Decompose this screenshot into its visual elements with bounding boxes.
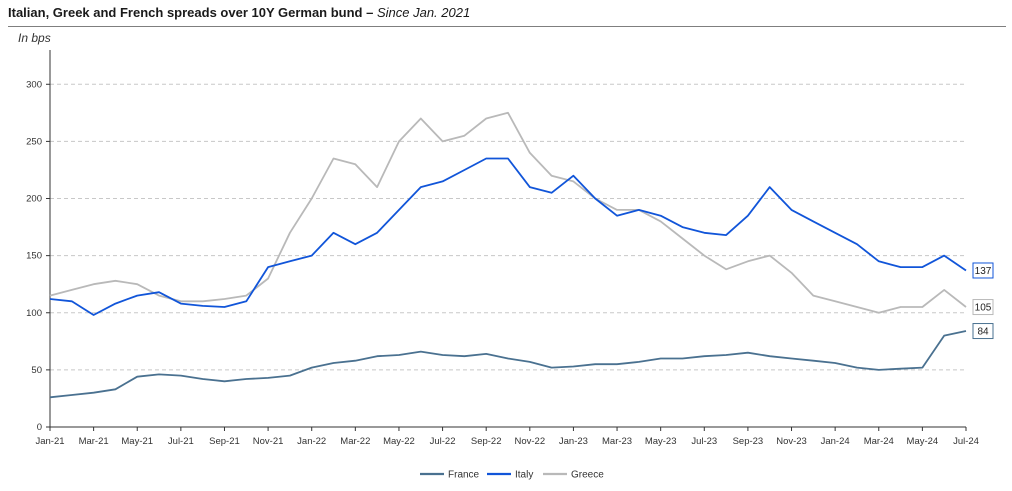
x-tick-label-sep-23: Sep-23	[733, 436, 764, 447]
x-tick-label-sep-22: Sep-22	[471, 436, 502, 447]
end-label-france: 84	[977, 327, 989, 338]
x-tick-label-jul-23: Jul-23	[691, 436, 717, 447]
legend[interactable]: France Italy Greece	[420, 470, 604, 481]
y-tick-label-300: 300	[26, 79, 42, 90]
x-tick-label-jul-22: Jul-22	[430, 436, 456, 447]
end-label-italy: 137	[975, 266, 992, 277]
y-tick-label-200: 200	[26, 194, 42, 205]
end-label-box-italy	[972, 262, 994, 279]
y-tick-label-100: 100	[26, 308, 42, 319]
legend-label-italy[interactable]: Italy	[515, 470, 533, 481]
x-tick-label-jan-21: Jan-21	[35, 436, 64, 447]
x-tick-label-jan-23: Jan-23	[559, 436, 588, 447]
x-axis: Jan-21 Mar-21 May-21 Jul-21 Sep-21 Nov-21 Jan-…	[35, 50, 979, 447]
x-tick-label-mar-23: Mar-23	[602, 436, 632, 447]
end-label-box-greece	[972, 299, 994, 316]
x-tick-label-jul-21: Jul-21	[168, 436, 194, 447]
x-tick-label-jan-24: Jan-24	[821, 436, 850, 447]
x-tick-label-may-22: May-22	[383, 436, 415, 447]
y-tick-label-0: 0	[37, 422, 42, 433]
x-tick-label-mar-21: Mar-21	[79, 436, 109, 447]
x-tick-label-jul-24: Jul-24	[953, 436, 979, 447]
x-tick-label-mar-22: Mar-22	[340, 436, 370, 447]
series-line-italy	[49, 157, 967, 316]
series-lines	[49, 111, 967, 399]
x-tick-label-may-21: May-21	[121, 436, 153, 447]
x-tick-label-sep-21: Sep-21	[209, 436, 240, 447]
chart-title: Italian, Greek and French spreads over 1…	[8, 5, 470, 20]
x-tick-label-nov-21: Nov-21	[253, 436, 284, 447]
x-tick-label-nov-22: Nov-22	[514, 436, 545, 447]
end-label-box-france	[972, 323, 994, 340]
x-tick-label-may-24: May-24	[907, 436, 939, 447]
title-divider	[8, 26, 1006, 27]
y-tick-label-250: 250	[26, 136, 42, 147]
end-label-greece: 105	[975, 303, 992, 314]
x-tick-label-may-23: May-23	[645, 436, 677, 447]
chart-title-italic: Since Jan. 2021	[373, 5, 471, 20]
x-tick-label-nov-23: Nov-23	[776, 436, 807, 447]
x-tick-label-mar-24: Mar-24	[864, 436, 894, 447]
legend-label-greece[interactable]: Greece	[571, 470, 604, 481]
end-value-labels: 84 137 105	[972, 262, 994, 340]
y-tick-label-150: 150	[26, 251, 42, 262]
x-tick-label-jan-22: Jan-22	[297, 436, 326, 447]
series-line-greece	[49, 111, 967, 314]
y-unit-label: In bps	[18, 31, 51, 45]
y-tick-label-50: 50	[31, 365, 42, 376]
legend-label-france[interactable]: France	[448, 470, 480, 481]
series-line-france	[49, 330, 967, 399]
gridlines	[50, 83, 966, 371]
y-axis-ticks: 0 50 100 150 200 250 300	[26, 79, 50, 433]
chart-title-bold: Italian, Greek and French spreads over 1…	[8, 5, 374, 20]
